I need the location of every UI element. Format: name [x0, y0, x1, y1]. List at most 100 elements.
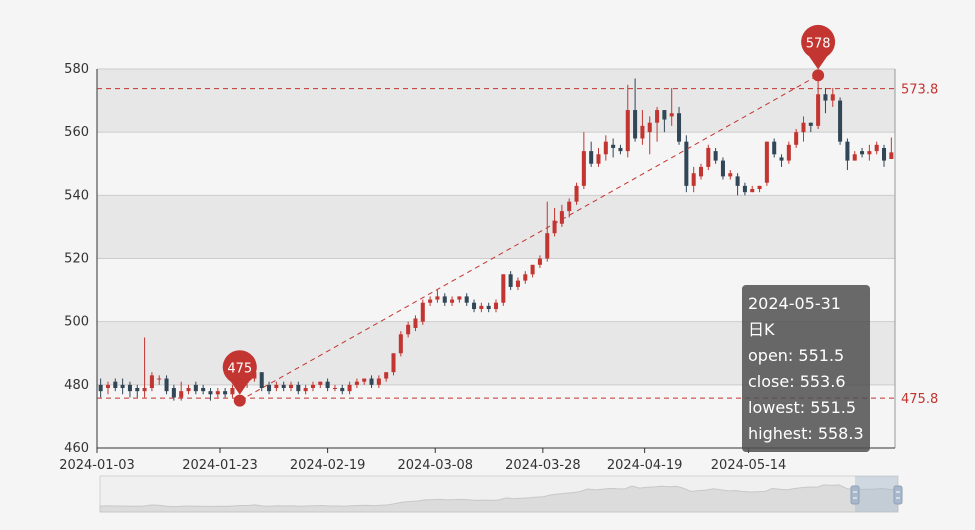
candle: [845, 138, 850, 171]
candle-body: [706, 147, 711, 167]
candle-body: [684, 141, 689, 186]
candle-body: [354, 381, 359, 385]
candle: [574, 182, 579, 205]
candle: [354, 378, 359, 388]
data-zoom-slider[interactable]: [99, 475, 903, 513]
mark-point-pin: [801, 24, 836, 70]
candle-body: [698, 166, 704, 177]
mark-point-label: 475: [227, 362, 252, 377]
candle: [772, 138, 777, 158]
candle: [823, 87, 828, 114]
y-tick-label: 500: [64, 315, 89, 330]
split-band: [97, 132, 895, 196]
mark-point-pin: [222, 350, 257, 395]
y-tick-label: 560: [64, 125, 89, 140]
y-tick-label: 520: [64, 252, 89, 267]
candle-body: [742, 185, 747, 193]
candle-body: [362, 378, 367, 382]
candle: [223, 387, 228, 398]
candle: [735, 173, 740, 196]
candle: [325, 378, 330, 392]
candle-body: [493, 302, 499, 310]
candle: [259, 372, 264, 392]
candle-body: [801, 122, 806, 133]
candle-body: [808, 122, 813, 126]
candle-body: [647, 122, 652, 133]
candle: [296, 381, 301, 395]
candle: [303, 384, 308, 395]
candle: [384, 372, 389, 382]
candle-body: [794, 132, 799, 145]
candle: [127, 381, 132, 398]
candle-body: [340, 387, 345, 392]
candle: [464, 293, 469, 306]
candle-body: [764, 141, 769, 183]
candle-body: [581, 151, 586, 186]
candle-body: [420, 302, 425, 322]
candle: [420, 299, 425, 325]
candle: [662, 110, 667, 133]
candle-body: [281, 384, 286, 388]
candle: [757, 185, 762, 193]
candle: [603, 135, 608, 161]
candle: [413, 315, 418, 332]
candle-body: [655, 110, 660, 123]
candle: [698, 163, 704, 180]
candle-body: [398, 334, 403, 354]
x-axis: 2024-01-03 2024-01-23 2024-02-19 2024-03-08…: [59, 447, 895, 473]
candle-body: [310, 384, 315, 388]
tooltip-date: 2024-05-31: [748, 294, 841, 313]
x-tick-label: 2024-03-28: [505, 458, 581, 473]
candle-body: [442, 296, 447, 303]
candle: [215, 387, 220, 398]
candle: [501, 274, 506, 306]
candle-body: [640, 125, 645, 139]
candle: [98, 378, 103, 398]
candle-body: [662, 110, 667, 120]
candle-body: [391, 353, 396, 373]
candle: [882, 144, 887, 167]
tooltip-open: open: 551.5: [748, 346, 845, 365]
candle-body: [750, 189, 755, 193]
candles: [98, 75, 894, 401]
candle: [860, 147, 865, 158]
candle: [230, 384, 235, 398]
candle: [559, 204, 564, 227]
x-tick-label: 2024-04-19: [607, 458, 683, 473]
tooltip-series: 日K: [748, 320, 775, 339]
candle-body: [325, 381, 330, 388]
tooltip: 2024-05-31 日K open: 551.5 close: 553.6 l…: [742, 285, 870, 452]
mark-point: 475: [222, 350, 257, 407]
candle-body: [135, 387, 140, 392]
candle: [164, 375, 169, 395]
zoom-handle-grip: [893, 485, 903, 505]
candle: [347, 381, 352, 395]
candle: [874, 141, 879, 155]
candle-body: [171, 387, 176, 398]
y-tick-label: 580: [64, 62, 89, 77]
candle: [472, 299, 477, 313]
candle-body: [816, 94, 821, 126]
mark-lines: 573.8 475.8: [97, 83, 938, 407]
y-tick-label: 480: [64, 378, 89, 393]
candle-body: [127, 384, 132, 392]
mark-point-dot: [812, 69, 825, 82]
candle-body: [757, 185, 762, 190]
candle-body: [728, 173, 733, 177]
trend-line-segment: [239, 74, 819, 402]
candle-body: [193, 384, 198, 392]
candle: [208, 387, 213, 401]
candle: [398, 331, 403, 357]
candle-body: [376, 378, 381, 385]
candle: [838, 97, 843, 145]
candle-body: [720, 160, 725, 177]
candle: [530, 264, 535, 278]
candle: [596, 147, 601, 167]
candle: [633, 78, 638, 142]
candle-body: [545, 233, 550, 259]
tooltip-highest: highest: 558.3: [748, 424, 864, 443]
candle: [179, 381, 184, 401]
candle-body: [259, 372, 264, 388]
x-tick-label: 2024-01-03: [59, 458, 135, 473]
